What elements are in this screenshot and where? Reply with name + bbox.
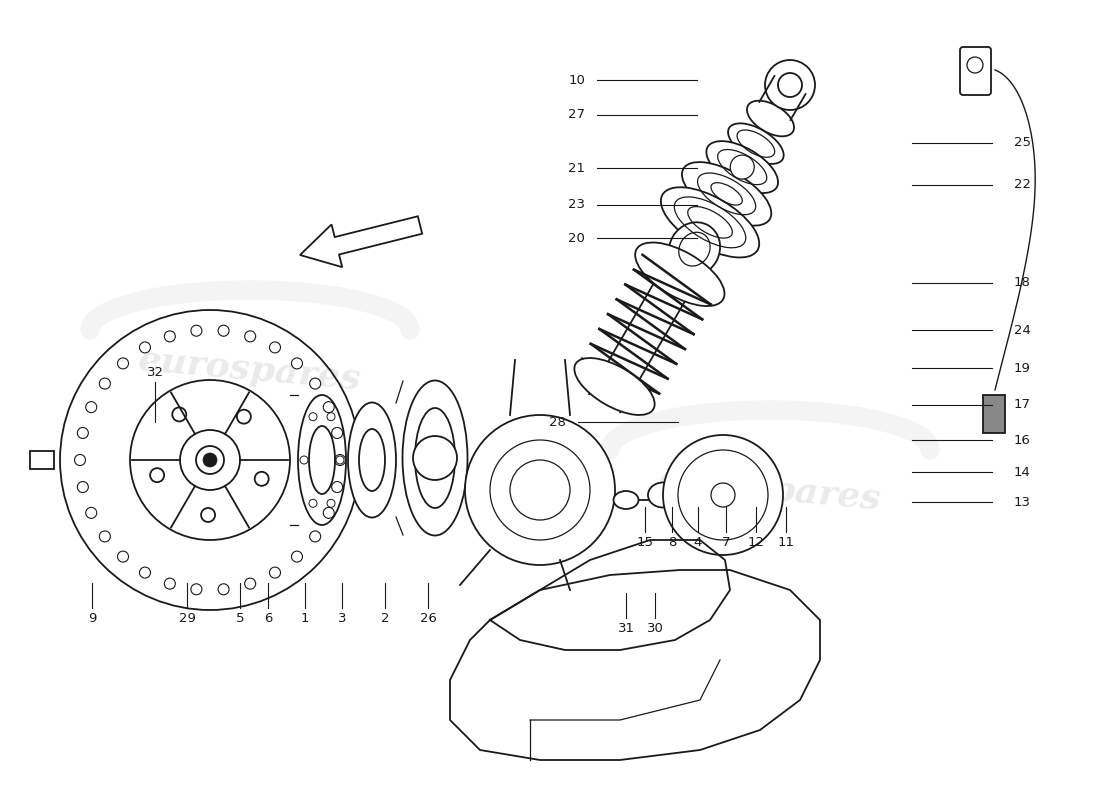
Text: 18: 18 bbox=[1014, 277, 1031, 290]
Ellipse shape bbox=[706, 141, 778, 193]
Circle shape bbox=[764, 60, 815, 110]
Text: 28: 28 bbox=[549, 415, 566, 429]
Circle shape bbox=[465, 415, 615, 565]
Circle shape bbox=[310, 378, 321, 389]
Ellipse shape bbox=[415, 408, 455, 508]
Circle shape bbox=[140, 342, 151, 353]
Text: 11: 11 bbox=[778, 535, 794, 549]
Ellipse shape bbox=[648, 482, 678, 507]
Ellipse shape bbox=[682, 162, 771, 226]
Circle shape bbox=[218, 326, 229, 336]
Text: 14: 14 bbox=[1014, 466, 1031, 478]
Text: 7: 7 bbox=[722, 535, 730, 549]
Circle shape bbox=[270, 567, 280, 578]
Circle shape bbox=[86, 507, 97, 518]
Text: 31: 31 bbox=[617, 622, 635, 634]
Circle shape bbox=[140, 567, 151, 578]
Circle shape bbox=[730, 155, 755, 179]
Circle shape bbox=[196, 446, 224, 474]
Circle shape bbox=[323, 402, 334, 413]
Text: 6: 6 bbox=[264, 611, 272, 625]
Circle shape bbox=[412, 436, 456, 480]
Text: 8: 8 bbox=[668, 535, 676, 549]
Text: 17: 17 bbox=[1014, 398, 1031, 411]
Text: 16: 16 bbox=[1014, 434, 1031, 446]
Circle shape bbox=[323, 507, 334, 518]
Text: eurospares: eurospares bbox=[657, 463, 883, 517]
Text: 32: 32 bbox=[146, 366, 164, 378]
Circle shape bbox=[99, 378, 110, 389]
Text: 23: 23 bbox=[568, 198, 585, 211]
Circle shape bbox=[244, 578, 255, 589]
Circle shape bbox=[99, 531, 110, 542]
Bar bbox=[983, 395, 1005, 433]
Ellipse shape bbox=[661, 187, 759, 258]
Ellipse shape bbox=[614, 491, 638, 509]
Ellipse shape bbox=[728, 123, 783, 164]
Circle shape bbox=[332, 427, 343, 438]
FancyBboxPatch shape bbox=[960, 47, 991, 95]
Bar bbox=[30, 451, 54, 469]
Circle shape bbox=[164, 578, 175, 589]
Circle shape bbox=[270, 342, 280, 353]
Text: 5: 5 bbox=[235, 611, 244, 625]
Text: 25: 25 bbox=[1014, 137, 1031, 150]
Polygon shape bbox=[300, 216, 422, 267]
Circle shape bbox=[118, 358, 129, 369]
Circle shape bbox=[332, 482, 343, 493]
Text: 21: 21 bbox=[568, 162, 585, 174]
Text: 26: 26 bbox=[419, 611, 437, 625]
Ellipse shape bbox=[669, 222, 720, 276]
Circle shape bbox=[510, 460, 570, 520]
Circle shape bbox=[75, 454, 86, 466]
Circle shape bbox=[292, 551, 302, 562]
Ellipse shape bbox=[403, 381, 467, 535]
Ellipse shape bbox=[747, 101, 794, 136]
Ellipse shape bbox=[298, 395, 346, 525]
Circle shape bbox=[204, 453, 217, 467]
Circle shape bbox=[218, 584, 229, 594]
Text: eurospares: eurospares bbox=[138, 343, 363, 397]
Circle shape bbox=[86, 402, 97, 413]
Circle shape bbox=[191, 584, 202, 594]
Circle shape bbox=[118, 551, 129, 562]
Text: 2: 2 bbox=[381, 611, 389, 625]
Text: 1: 1 bbox=[300, 611, 309, 625]
Circle shape bbox=[663, 435, 783, 555]
Circle shape bbox=[77, 482, 88, 493]
Text: 29: 29 bbox=[178, 611, 196, 625]
Text: 12: 12 bbox=[748, 535, 764, 549]
Text: 10: 10 bbox=[568, 74, 585, 86]
Circle shape bbox=[191, 326, 202, 336]
Circle shape bbox=[244, 331, 255, 342]
Circle shape bbox=[490, 440, 590, 540]
Text: 24: 24 bbox=[1014, 323, 1031, 337]
Circle shape bbox=[310, 531, 321, 542]
Text: 4: 4 bbox=[694, 535, 702, 549]
Circle shape bbox=[164, 331, 175, 342]
Ellipse shape bbox=[574, 358, 654, 415]
Text: 30: 30 bbox=[647, 622, 663, 634]
Text: 22: 22 bbox=[1014, 178, 1031, 191]
Text: 13: 13 bbox=[1014, 495, 1031, 509]
Circle shape bbox=[334, 454, 345, 466]
Text: 3: 3 bbox=[338, 611, 346, 625]
Circle shape bbox=[77, 427, 88, 438]
Text: 20: 20 bbox=[568, 231, 585, 245]
Circle shape bbox=[292, 358, 302, 369]
Text: 9: 9 bbox=[88, 611, 96, 625]
Ellipse shape bbox=[348, 402, 396, 518]
Ellipse shape bbox=[635, 242, 725, 306]
Text: 19: 19 bbox=[1014, 362, 1031, 374]
Text: 15: 15 bbox=[637, 535, 653, 549]
Text: 27: 27 bbox=[568, 109, 585, 122]
